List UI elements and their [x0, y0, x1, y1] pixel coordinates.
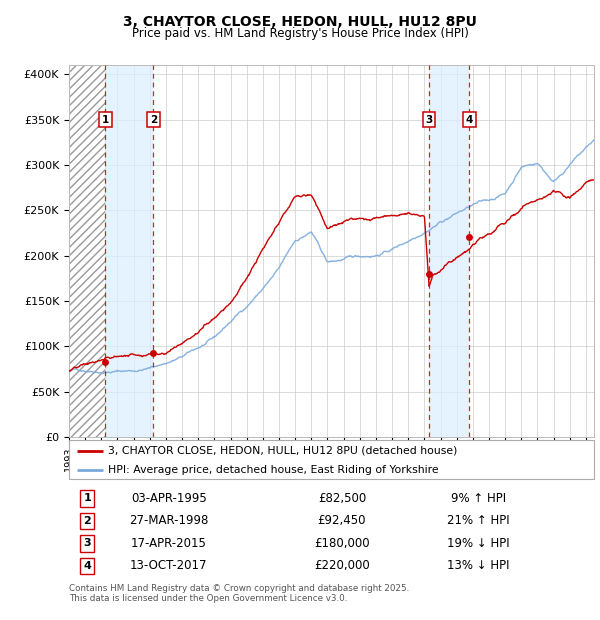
Text: 4: 4 — [83, 561, 91, 571]
Text: Price paid vs. HM Land Registry's House Price Index (HPI): Price paid vs. HM Land Registry's House … — [131, 27, 469, 40]
Text: 27-MAR-1998: 27-MAR-1998 — [129, 515, 208, 528]
Bar — [106, 65, 154, 437]
Bar — [429, 65, 469, 437]
Text: 2: 2 — [150, 115, 157, 125]
Text: 03-APR-1995: 03-APR-1995 — [131, 492, 206, 505]
Text: 3, CHAYTOR CLOSE, HEDON, HULL, HU12 8PU (detached house): 3, CHAYTOR CLOSE, HEDON, HULL, HU12 8PU … — [109, 446, 458, 456]
Text: 2: 2 — [83, 516, 91, 526]
Text: 3, CHAYTOR CLOSE, HEDON, HULL, HU12 8PU: 3, CHAYTOR CLOSE, HEDON, HULL, HU12 8PU — [123, 16, 477, 30]
Text: Contains HM Land Registry data © Crown copyright and database right 2025.
This d: Contains HM Land Registry data © Crown c… — [69, 584, 409, 603]
Text: £82,500: £82,500 — [318, 492, 366, 505]
Text: 1: 1 — [102, 115, 109, 125]
Text: HPI: Average price, detached house, East Riding of Yorkshire: HPI: Average price, detached house, East… — [109, 465, 439, 475]
Text: 21% ↑ HPI: 21% ↑ HPI — [447, 515, 510, 528]
Text: 17-APR-2015: 17-APR-2015 — [131, 537, 206, 550]
Text: 13-OCT-2017: 13-OCT-2017 — [130, 559, 208, 572]
Text: 9% ↑ HPI: 9% ↑ HPI — [451, 492, 506, 505]
Text: 3: 3 — [425, 115, 433, 125]
Bar — [69, 65, 106, 437]
Text: 4: 4 — [466, 115, 473, 125]
FancyBboxPatch shape — [69, 440, 594, 479]
Text: 1: 1 — [83, 494, 91, 503]
Text: £180,000: £180,000 — [314, 537, 370, 550]
Text: 3: 3 — [83, 538, 91, 549]
Text: 19% ↓ HPI: 19% ↓ HPI — [447, 537, 510, 550]
Text: 13% ↓ HPI: 13% ↓ HPI — [447, 559, 510, 572]
Text: £92,450: £92,450 — [318, 515, 366, 528]
Text: £220,000: £220,000 — [314, 559, 370, 572]
